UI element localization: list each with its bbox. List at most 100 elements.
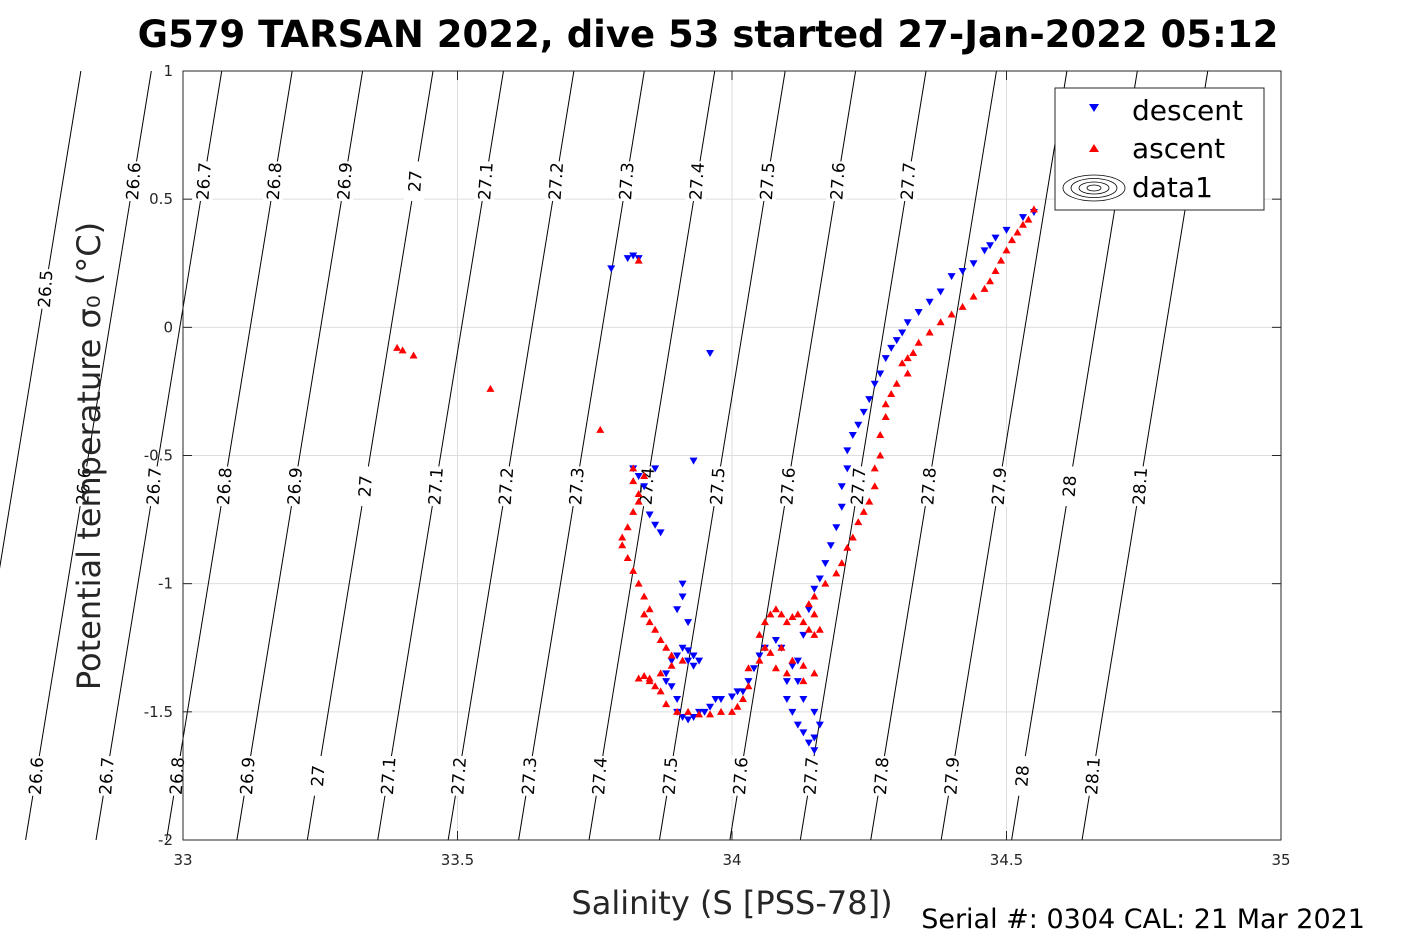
isopycnal-label-text: 26.6 (73, 467, 96, 506)
ascent-point (596, 425, 605, 433)
ascent-point (640, 472, 649, 480)
isopycnal-label-text: 26.8 (167, 756, 190, 795)
axis-ticks: 33 33.5 34 34.5 35 1 0.5 0 -0.5 -1 -1.5 -2 (144, 62, 1291, 869)
isopycnal-label-middle: 27.9 (987, 465, 1011, 507)
descent-point (848, 431, 857, 439)
ascent-point (755, 630, 764, 638)
x-tick-label: 33.5 (441, 851, 474, 869)
ascent-point (810, 669, 819, 677)
ascent-point (887, 389, 896, 397)
isopycnal-label-text: 27 (355, 475, 376, 498)
ascent-point (1018, 220, 1027, 228)
ascent-point (881, 413, 890, 421)
isopycnal-label-text: 26.7 (144, 467, 167, 506)
isopycnal-label-bottom: 26.8 (165, 755, 190, 797)
isopycnal-label-text: 27.7 (848, 467, 871, 506)
descent-point (651, 521, 660, 529)
ascent-point (903, 369, 912, 377)
isopycnal-label-text: 27.1 (378, 756, 401, 795)
descent-point (695, 657, 704, 665)
isopycnal-label-bottom: 28.1 (1081, 755, 1105, 797)
descent-point (678, 644, 687, 652)
descent-point (673, 606, 682, 614)
isopycnal-label-bg (283, 465, 307, 507)
descent-point (771, 637, 780, 645)
descent-point (843, 447, 852, 455)
isopycnal-label-text: 27.7 (800, 756, 823, 795)
descent-point (788, 708, 797, 716)
isopycnal-label-bg (262, 160, 286, 202)
y-tick-label: 0 (163, 318, 173, 336)
ascent-point (623, 523, 632, 531)
isopycnal-label-bg (142, 465, 166, 507)
descent-point (640, 483, 649, 491)
descent-point (859, 408, 868, 416)
isopycnal-label-bg (896, 160, 920, 202)
isopycnal-label-text: 27.3 (519, 756, 542, 795)
isopycnal-label-text: 27.4 (589, 756, 612, 795)
isopycnal-label-top: 26.9 (333, 160, 357, 202)
ascent-point (782, 618, 791, 626)
isopycnal-label-text: 28.1 (1130, 467, 1153, 506)
ascent-point (766, 648, 775, 656)
ascent-point (1002, 246, 1011, 254)
isopycnal-label-top: 27.6 (826, 160, 850, 202)
y-tick-label: -2 (158, 831, 173, 849)
ascent-point (662, 700, 671, 708)
isopycnal-label-bg (799, 755, 823, 797)
ascent-point (804, 600, 813, 608)
ascent-point (744, 682, 753, 690)
isopycnal-label-bottom: 27.6 (728, 755, 753, 797)
isopycnal-label-bg (33, 268, 57, 310)
ascent-point (634, 579, 643, 587)
ascent-point (651, 625, 660, 633)
ascent-point (760, 643, 769, 651)
isopycnal-label-middle: 28 (1058, 465, 1081, 507)
ascent-point (799, 661, 808, 669)
y-tick-label: -0.5 (144, 447, 173, 465)
isopycnal-label-middle: 26.7 (142, 465, 167, 507)
descent-point (986, 242, 995, 250)
isopycnal-label-bg (95, 755, 118, 797)
descent-point (684, 657, 693, 665)
isopycnal-label-bg (517, 755, 541, 797)
isopycnal-label-bottom: 26.7 (95, 755, 119, 797)
ascent-point (782, 669, 791, 677)
isopycnal-label-text: 27.6 (730, 756, 753, 795)
ascent-point (980, 284, 989, 292)
isopycnal-label-bg (987, 465, 1011, 507)
ascent-point (656, 636, 665, 644)
x-tick-label: 33 (173, 851, 192, 869)
isopycnal-label-middle: 26.8 (212, 465, 237, 507)
ascent-point (986, 277, 995, 285)
legend-descent-label: descent (1132, 94, 1243, 127)
chart-title: G579 TARSAN 2022, dive 53 started 27-Jan… (138, 13, 1279, 56)
ascent-point (810, 610, 819, 618)
descent-point (673, 696, 682, 704)
isopycnal-label-text: 26.9 (334, 162, 357, 201)
ascent-point (645, 605, 654, 613)
ascent-point (728, 707, 736, 715)
descent-point (667, 657, 676, 665)
isopycnal-label-bg (494, 465, 518, 507)
x-tick-label: 34.5 (990, 851, 1023, 869)
descent-point (733, 688, 742, 696)
descent-point (645, 511, 654, 519)
descent-point (717, 696, 726, 704)
ascent-point (843, 543, 852, 551)
isopycnal-label-text: 27.1 (475, 162, 498, 201)
isopycnal-label-bg (614, 160, 638, 202)
ascent-point (634, 674, 643, 682)
isopycnal-label-bottom: 27.1 (376, 755, 401, 797)
isopycnal-label-middle: 27.6 (776, 465, 800, 507)
isopycnal-label-middle: 27.2 (494, 465, 518, 507)
isopycnal-label-text: 27.5 (707, 467, 730, 506)
descent-point (804, 739, 813, 747)
isopycnal-label-bg (917, 465, 940, 507)
descent-point (607, 265, 616, 273)
descent-point (898, 329, 907, 337)
ascent-point (799, 677, 808, 685)
isopycnal-label-top: 27 (403, 160, 427, 202)
isopycnal-label-top: 27.7 (896, 160, 920, 202)
